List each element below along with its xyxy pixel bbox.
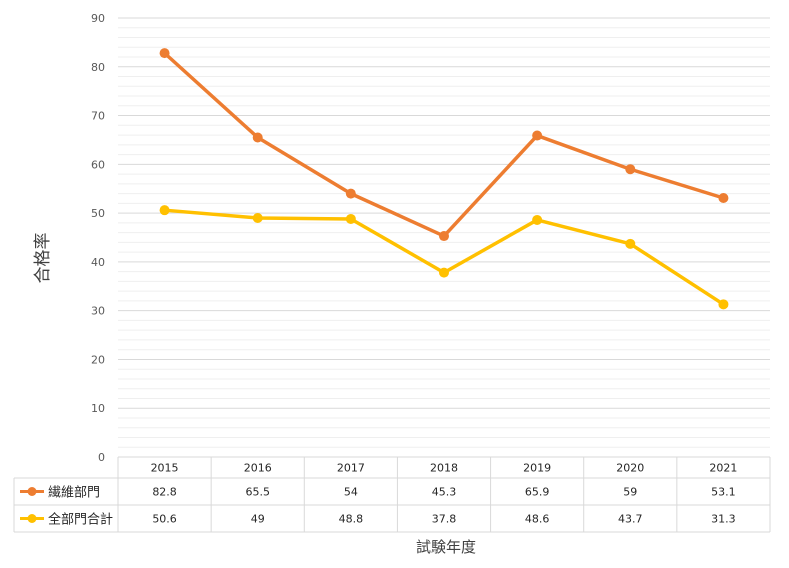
data-label: 49 xyxy=(251,513,265,526)
data-point xyxy=(159,48,170,59)
data-point xyxy=(532,130,543,141)
y-tick-label: 90 xyxy=(91,12,105,25)
data-label: 65.5 xyxy=(245,486,270,499)
y-tick-label: 10 xyxy=(91,402,105,415)
legend-key-marker xyxy=(27,514,37,523)
data-point xyxy=(345,188,356,199)
data-point xyxy=(252,132,263,143)
x-category-label: 2017 xyxy=(337,462,365,475)
data-label: 48.8 xyxy=(339,513,364,526)
x-category-label: 2018 xyxy=(430,462,458,475)
data-point xyxy=(159,205,170,216)
y-tick-label: 20 xyxy=(91,353,105,366)
y-tick-label: 0 xyxy=(98,451,105,464)
data-label: 53.1 xyxy=(711,486,736,499)
x-category-label: 2019 xyxy=(523,462,551,475)
gridlines xyxy=(118,17,770,458)
data-label: 37.8 xyxy=(432,513,457,526)
y-tick-label: 40 xyxy=(91,256,105,269)
data-label: 50.6 xyxy=(152,513,177,526)
data-point xyxy=(625,164,636,175)
data-label: 59 xyxy=(623,486,637,499)
legend-series-name: 繊維部門 xyxy=(48,485,100,501)
legend-series-name: 全部門合計 xyxy=(48,512,113,528)
data-label: 82.8 xyxy=(152,486,177,499)
data-point xyxy=(532,214,543,225)
data-point xyxy=(252,212,263,223)
x-category-label: 2015 xyxy=(151,462,179,475)
legend-key-marker xyxy=(27,487,37,496)
data-point xyxy=(718,192,729,203)
series-line-2 xyxy=(162,208,726,307)
data-point xyxy=(625,238,636,249)
data-point xyxy=(439,231,449,242)
x-axis-label: 試験年度 xyxy=(416,538,476,556)
y-tick-label: 50 xyxy=(91,207,105,220)
data-label: 54 xyxy=(344,486,358,499)
data-table: 2015 2016 2017 2018 2019 2020 2021 繊維部門 82.8 65.5… xyxy=(13,456,771,533)
data-point xyxy=(718,299,729,310)
x-category-label: 2020 xyxy=(616,462,644,475)
y-tick-label: 60 xyxy=(91,158,105,171)
x-category-label: 2021 xyxy=(709,462,737,475)
y-tick-label: 70 xyxy=(91,110,105,123)
data-label: 48.6 xyxy=(525,513,550,526)
y-tick-label: 80 xyxy=(91,61,105,74)
y-axis-label: 合格率 xyxy=(33,233,53,284)
data-point xyxy=(439,267,449,278)
y-axis-ticks: 0 10 20 30 40 50 60 70 80 90 xyxy=(91,12,105,464)
x-category-label: 2016 xyxy=(244,462,272,475)
data-label: 45.3 xyxy=(432,486,457,499)
series-lines xyxy=(159,48,729,310)
data-label: 31.3 xyxy=(711,513,736,526)
data-label: 43.7 xyxy=(618,513,643,526)
y-tick-label: 30 xyxy=(91,305,105,318)
data-label: 65.9 xyxy=(525,486,550,499)
data-point xyxy=(345,213,356,224)
